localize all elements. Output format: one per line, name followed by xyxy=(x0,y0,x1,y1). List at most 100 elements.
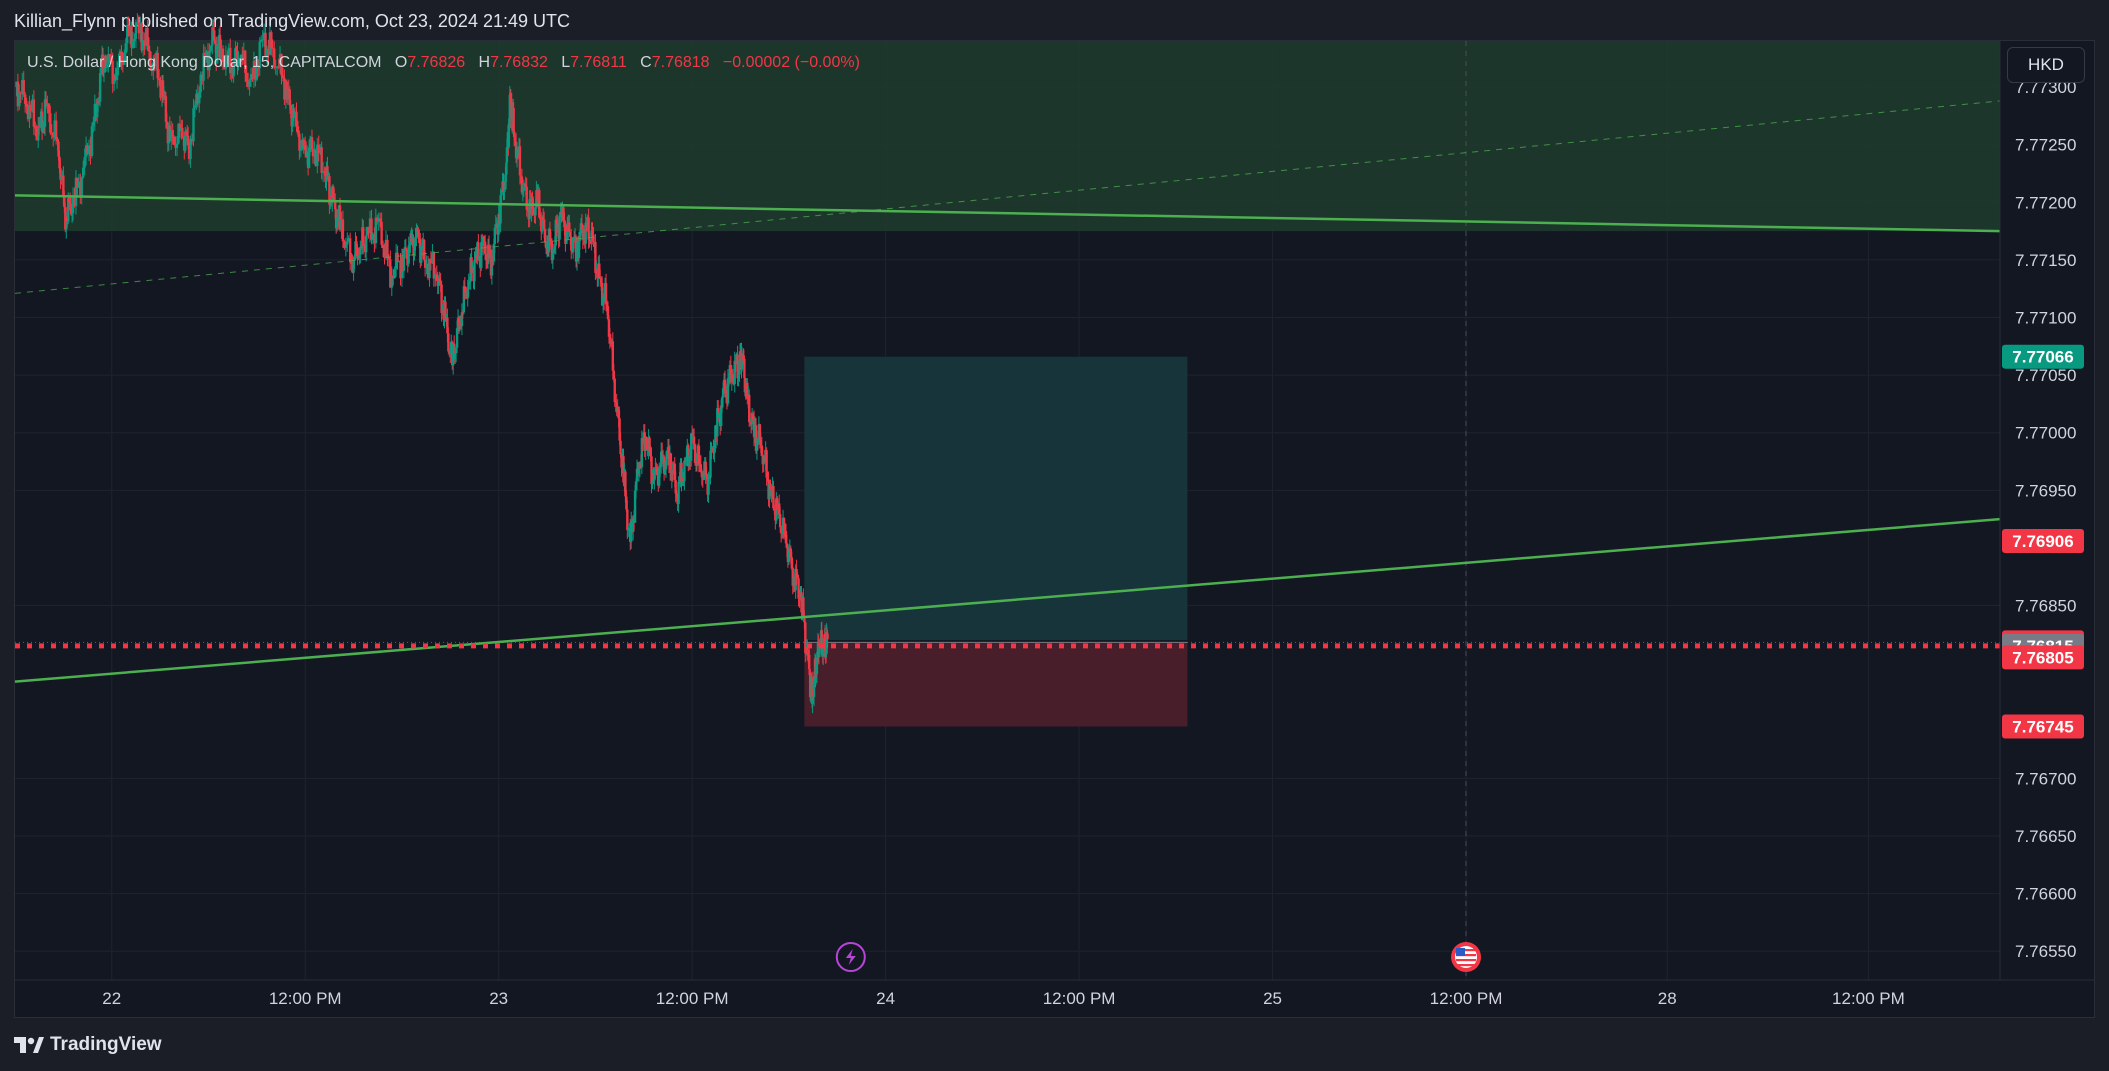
candle-body xyxy=(246,81,250,87)
candle-body xyxy=(804,622,807,654)
candle-body xyxy=(316,144,319,166)
flag-stripe xyxy=(1456,964,1477,967)
candle-body xyxy=(65,216,68,230)
candle-body xyxy=(289,105,292,114)
candle-body xyxy=(288,89,291,106)
candle-body xyxy=(697,445,701,464)
lower-trendline[interactable] xyxy=(14,517,2001,683)
candle-body xyxy=(206,51,210,71)
y-tick-label: 7.77050 xyxy=(2015,366,2076,385)
candle-body xyxy=(80,177,83,197)
lightning-bolt-glyph xyxy=(845,949,856,965)
candle-body xyxy=(257,68,260,70)
candle-body xyxy=(658,468,661,486)
candle-body xyxy=(484,253,488,261)
candle-body xyxy=(29,104,33,112)
candle-body xyxy=(115,68,119,80)
candle-body xyxy=(482,237,486,242)
candle-body xyxy=(313,149,316,157)
candle-body xyxy=(702,470,705,481)
price-label-value: 7.77066 xyxy=(2012,348,2073,367)
tradingview-logo[interactable]: TradingView xyxy=(14,1034,162,1056)
candle-body xyxy=(190,138,194,142)
resistance-zone[interactable] xyxy=(15,41,2000,232)
currency-button[interactable]: HKD xyxy=(2007,47,2085,83)
candle-body xyxy=(434,274,437,279)
candle-body xyxy=(704,461,707,476)
candle-body xyxy=(377,218,380,222)
flag-canton xyxy=(1456,948,1466,956)
candle-body xyxy=(40,111,44,132)
x-tick-label: 12:00 PM xyxy=(656,989,729,1008)
candle-body xyxy=(320,147,323,173)
candle-body xyxy=(348,238,352,263)
candle-body xyxy=(60,176,63,180)
candle-body xyxy=(185,131,189,136)
candle-body xyxy=(617,406,620,419)
candle-body xyxy=(270,32,273,49)
candle-body xyxy=(23,94,27,104)
y-tick-label: 7.77250 xyxy=(2015,136,2076,155)
candle-body xyxy=(542,219,546,229)
candle-body xyxy=(497,213,500,235)
candle-body xyxy=(468,281,471,283)
dashed-channel-line[interactable] xyxy=(14,100,2001,294)
candle-body xyxy=(720,397,724,409)
candle-body xyxy=(494,224,497,229)
candle-body xyxy=(130,25,133,48)
candle-body xyxy=(461,312,465,314)
candle-body xyxy=(562,207,565,222)
candle-body xyxy=(470,257,473,273)
candle-body xyxy=(359,246,362,255)
candle-body xyxy=(402,249,406,271)
close-value: 7.76818 xyxy=(651,54,710,71)
flag-stripe xyxy=(1456,949,1477,952)
candle-body xyxy=(280,54,283,76)
candle-body xyxy=(755,438,759,451)
price-label-box xyxy=(2002,344,2084,369)
candle-body xyxy=(28,104,31,120)
candle-body xyxy=(399,261,402,279)
candle-body xyxy=(83,157,86,168)
candle-body xyxy=(558,216,561,240)
x-tick-label: 25 xyxy=(1263,989,1282,1008)
candle-body xyxy=(56,139,59,142)
candle-body xyxy=(53,120,56,138)
candle-body xyxy=(47,103,51,114)
candle-body xyxy=(108,54,112,57)
candle-body xyxy=(114,74,117,80)
price-label-box xyxy=(2002,645,2084,670)
stop-zone[interactable] xyxy=(804,642,1188,727)
candle-body xyxy=(62,175,65,196)
candle-body xyxy=(692,436,696,445)
candle-body xyxy=(26,107,30,120)
candle-body xyxy=(518,146,522,176)
candle-body xyxy=(588,239,591,242)
candle-body xyxy=(186,135,190,146)
candle-body xyxy=(759,439,763,446)
price-label-value: 7.76805 xyxy=(2012,648,2073,667)
candle-body xyxy=(390,275,393,288)
candle-body xyxy=(664,459,668,470)
upper-trendline[interactable] xyxy=(14,194,2001,233)
candle-body xyxy=(370,218,373,240)
candle-body xyxy=(49,113,52,133)
candle-body xyxy=(738,351,742,367)
candle-body xyxy=(77,181,81,188)
target-zone[interactable] xyxy=(804,356,1188,641)
candle-body xyxy=(660,451,664,462)
price-label-box xyxy=(2002,714,2084,739)
candle-body xyxy=(453,353,457,360)
candle-body xyxy=(378,218,382,222)
candle-body xyxy=(214,40,217,45)
candle-body xyxy=(396,252,399,262)
symbol-name[interactable]: U.S. Dollar / Hong Kong Dollar, 15, CAPI… xyxy=(27,54,382,71)
candle-body xyxy=(460,312,464,327)
candle-body xyxy=(820,630,823,649)
candle-body xyxy=(355,241,358,248)
candle-body xyxy=(19,92,23,94)
x-tick-label: 23 xyxy=(489,989,508,1008)
candle-body xyxy=(438,277,441,283)
candle-body xyxy=(213,30,216,41)
